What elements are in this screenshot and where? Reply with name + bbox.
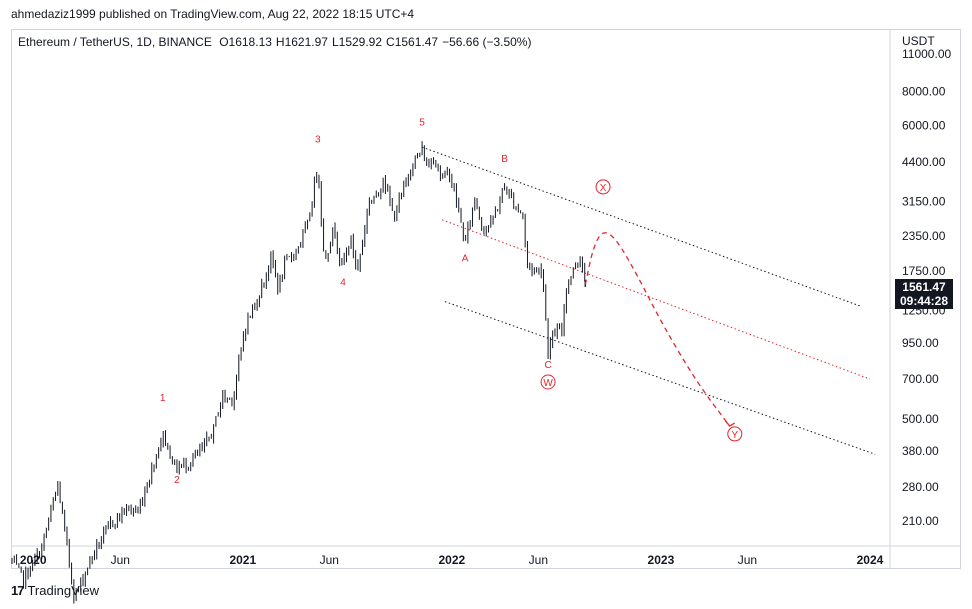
last-price-tag: 1561.47 09:44:28 [895,279,953,309]
wave-label: 1 [160,393,166,404]
y-tick-label: 210.00 [902,514,939,528]
y-tick-label: 500.00 [902,412,939,426]
y-tick-label: 2350.00 [902,229,946,243]
wave-label: C [544,360,551,371]
x-tick-label: Jun [111,553,130,567]
wave-label: 5 [419,118,425,129]
y-tick-label: 4400.00 [902,155,946,169]
bar-countdown: 09:44:28 [899,294,949,308]
x-axis: 2020 Jun 2021 Jun 2022 Jun 2023 Jun 2024 [20,553,884,567]
y-tick-label: 6000.00 [902,119,946,133]
publisher-line: ahmedaziz1999 published on TradingView.c… [11,7,415,21]
legend-symbol: Ethereum / TetherUS, 1D, BINANCE [18,35,212,49]
wave-label: X [600,183,607,194]
axes [11,29,960,568]
projection-arrowhead [725,420,735,427]
y-axis-unit: USDT [902,34,935,48]
wave-label: Y [731,430,738,441]
legend-high: H1621.97 [275,35,328,49]
x-tick-label: 2023 [648,553,675,567]
tradingview-logo-icon: 17 [11,583,25,598]
wave-labels: 1 2 3 4 5 A B CW X Y [160,118,743,486]
legend-open: O1618.13 [219,35,272,49]
candle-series [11,141,587,604]
channel-median [441,219,871,380]
projection-path [584,232,735,427]
channel-lines [421,146,876,455]
x-tick-label: 2022 [439,553,466,567]
y-tick-label: 700.00 [902,372,939,386]
y-tick-label: 950.00 [902,336,939,350]
y-tick-label: 1750.00 [902,264,946,278]
wave-label: 4 [340,277,346,288]
x-tick-label: Jun [529,553,548,567]
last-price: 1561.47 [902,280,946,294]
wave-label: 3 [315,135,321,146]
wave-label: A [462,253,469,264]
y-tick-label: 380.00 [902,444,939,458]
channel-upper [421,146,861,307]
x-tick-label: Jun [738,553,757,567]
x-tick-label: Jun [320,553,339,567]
x-tick-label: 2021 [229,553,256,567]
legend-low: L1529.92 [331,35,383,49]
chart-frame [11,29,961,569]
legend-change: −56.66 (−3.50%) [442,35,532,49]
y-tick-label: 11000.00 [902,47,951,61]
x-tick-label: 2024 [857,553,884,567]
footer: 17 TradingView [11,583,99,598]
brand-name: TradingView [27,583,100,598]
wave-label-circle [595,179,611,195]
wave-label: B [501,154,508,165]
wave-label-circle [727,426,743,442]
y-tick-label: 8000.00 [902,85,946,99]
wave-label: 2 [174,475,180,486]
wave-label-circle [540,374,556,390]
x-tick-label: 2020 [20,553,47,567]
ohlc-legend: Ethereum / TetherUS, 1D, BINANCE O1618.1… [18,35,535,49]
legend-close: C1561.47 [386,35,439,49]
y-tick-label: 3150.00 [902,195,946,209]
y-tick-label: 280.00 [902,480,939,494]
channel-lower [444,301,876,455]
projection-curve [584,232,731,427]
wave-label: W [543,378,553,389]
